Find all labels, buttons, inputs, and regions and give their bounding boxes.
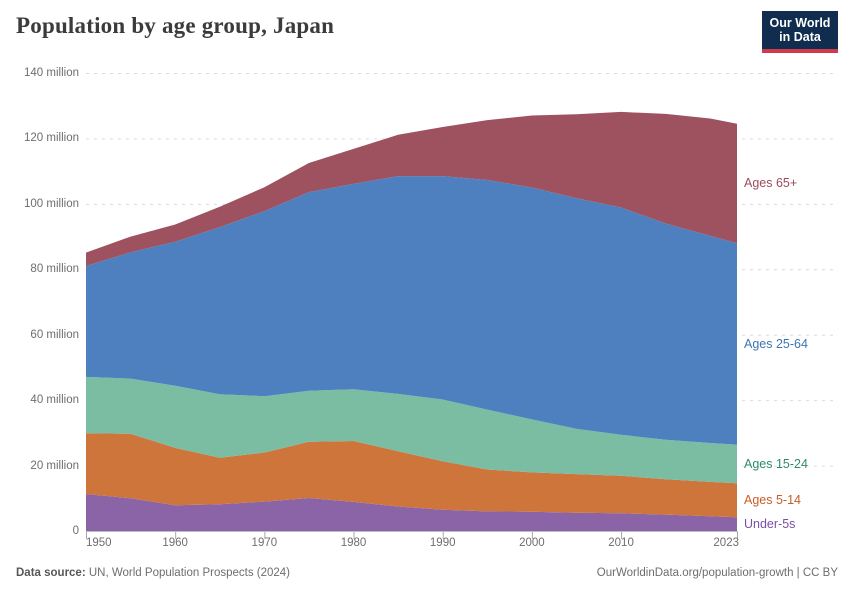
- x-axis-label-2000: 2000: [519, 537, 545, 549]
- owid-logo-line2: in Data: [779, 30, 821, 45]
- credit-line: OurWorldinData.org/population-growth | C…: [596, 567, 838, 579]
- owid-logo: Our World in Data: [762, 11, 838, 53]
- y-axis-label-120: 120 million: [24, 132, 79, 145]
- y-axis-label-80: 80 million: [30, 263, 79, 276]
- legend-label-under-5s[interactable]: Under-5s: [744, 517, 796, 532]
- area-ages-25-64[interactable]: [86, 176, 737, 445]
- owid-logo-line1: Our World: [769, 16, 831, 30]
- x-axis-label-1960: 1960: [162, 537, 188, 549]
- area-ages-15-24[interactable]: [86, 376, 737, 484]
- data-source-note: Data source: UN, World Population Prospe…: [16, 567, 290, 579]
- x-axis-label-1990: 1990: [429, 537, 456, 549]
- chart-title: Population by age group, Japan: [16, 13, 335, 38]
- chart-footer: Data source: UN, World Population Prospe…: [16, 567, 838, 579]
- owid-logo-accent-bar: [762, 48, 838, 53]
- data-source-label: Data source:: [16, 567, 86, 579]
- area-ages-5-14[interactable]: [86, 433, 737, 518]
- x-axis-label-1970: 1970: [251, 537, 278, 549]
- y-axis-label-0: 0: [72, 525, 79, 537]
- area-under-5s[interactable]: [86, 494, 737, 531]
- area-ages-65[interactable]: [86, 111, 737, 267]
- y-axis-label-100: 100 million: [24, 197, 79, 210]
- y-axis-label-40: 40 million: [30, 394, 79, 407]
- legend-label-ages-65[interactable]: Ages 65+: [744, 176, 798, 191]
- x-axis-label-1950: 1950: [86, 537, 112, 549]
- x-axis-label-2010: 2010: [608, 537, 634, 549]
- legend-label-ages-15-24[interactable]: Ages 15-24: [744, 456, 808, 471]
- y-axis-label-140: 140 million: [24, 67, 79, 79]
- owid-logo-text: Our World in Data: [762, 11, 838, 49]
- data-source-text: UN, World Population Prospects (2024): [88, 567, 291, 579]
- legend-label-ages-5-14[interactable]: Ages 5-14: [744, 493, 801, 508]
- y-axis-label-60: 60 million: [30, 328, 79, 341]
- x-axis-label-2023: 2023: [713, 537, 739, 549]
- x-axis-label-1980: 1980: [340, 537, 367, 549]
- legend-label-ages-25-64[interactable]: Ages 25-64: [744, 336, 808, 351]
- y-axis-label-20: 20 million: [30, 459, 79, 472]
